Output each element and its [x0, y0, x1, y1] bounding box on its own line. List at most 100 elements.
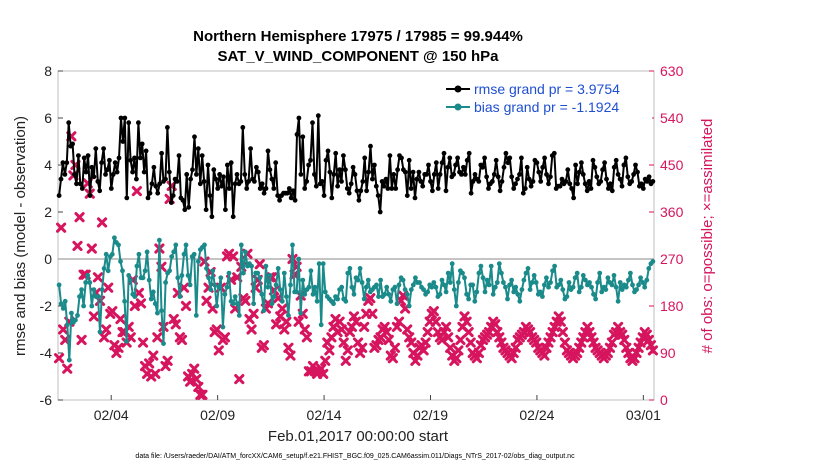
bias-point [638, 275, 643, 281]
rmse-point [579, 160, 584, 166]
rmse-point [350, 164, 356, 170]
bias-point [351, 291, 357, 297]
obs-assimilated-marker [422, 327, 433, 338]
rmse-point [364, 188, 369, 194]
bias-point [212, 282, 218, 288]
bias-point [181, 251, 187, 257]
bias-point [630, 282, 635, 288]
bias-point [517, 298, 523, 304]
bias-point [152, 301, 158, 307]
rmse-point [451, 172, 457, 177]
rmse-point [213, 176, 219, 182]
rmse-point [103, 172, 108, 177]
bias-point [243, 249, 248, 255]
obs-assimilated-marker [99, 332, 110, 343]
rmse-point [89, 164, 95, 170]
rmse-point [476, 179, 482, 184]
rmse-point [621, 162, 627, 168]
obs-assimilated-marker [418, 345, 429, 356]
bias-point [66, 357, 72, 363]
bias-point [218, 275, 224, 281]
rmse-point [484, 174, 489, 180]
rmse-point [87, 193, 93, 199]
rmse-point [435, 186, 441, 191]
rmse-point [439, 160, 445, 166]
bias-point [587, 280, 592, 285]
bias-point [425, 289, 431, 295]
bias-point [347, 266, 353, 271]
bias-point [226, 270, 232, 276]
legend-rmse-label: rmse grand pr = 3.9754 [474, 81, 620, 97]
bias-point [503, 284, 508, 290]
rmse-point [383, 176, 389, 182]
rmse-point [112, 160, 118, 166]
rmse-point [428, 179, 433, 184]
bias-point [146, 277, 152, 283]
rmse-point [207, 193, 213, 199]
bias-point [302, 291, 308, 297]
obs-assimilated-marker [357, 342, 368, 353]
rmse-point [540, 164, 546, 170]
rmse-point [298, 172, 304, 177]
y-axis-ticks: -6 -4 -2 0 2 4 6 8 [40, 63, 63, 408]
bias-point [570, 284, 576, 290]
bias-point [206, 275, 212, 281]
y2-tick-label: 270 [660, 251, 684, 267]
bias-point [103, 251, 109, 257]
rmse-point [468, 190, 474, 196]
bias-point [83, 280, 89, 285]
rmse-point [95, 179, 101, 184]
bias-point [112, 235, 117, 241]
rmse-point [360, 179, 366, 184]
obs-assimilated-marker [228, 251, 239, 262]
rmse-point [472, 172, 478, 177]
obs-assimilated-marker [367, 308, 378, 319]
obs-assimilated-marker [193, 381, 204, 393]
bias-point [58, 301, 64, 307]
bias-point [558, 277, 564, 283]
bias-point [445, 270, 451, 276]
rmse-point [551, 150, 557, 156]
bias-point [140, 275, 146, 281]
obs-assimilated-marker [465, 337, 476, 348]
obs-assimilated-marker [406, 337, 417, 348]
rmse-point [524, 164, 530, 170]
rmse-point [124, 195, 130, 201]
bias-point [210, 268, 216, 274]
bias-point [175, 275, 181, 281]
rmse-point [393, 186, 399, 191]
rmse-point [105, 167, 110, 173]
rmse-point [230, 214, 236, 220]
obs-assimilated-marker [463, 327, 474, 338]
rmse-point [128, 157, 134, 163]
rmse-point [565, 167, 571, 173]
bias-point [447, 280, 453, 285]
x-tick-label: 02/14 [307, 407, 342, 423]
obs-assimilated-marker [619, 334, 630, 346]
rmse-point [580, 172, 586, 177]
obs-assimilated-marker [262, 298, 274, 309]
bias-point [550, 268, 555, 274]
bias-point [345, 270, 351, 276]
rmse-point [199, 153, 205, 159]
rmse-point [577, 169, 582, 175]
rmse-point [490, 179, 495, 184]
bias-point [509, 277, 514, 283]
rmse-point [174, 179, 180, 184]
y2-tick-label: 540 [660, 110, 684, 126]
chart-subtitle: SAT_V_WIND_COMPONENT @ 150 hPa [217, 48, 499, 65]
bias-point [312, 284, 318, 290]
rmse-point [455, 155, 460, 161]
bias-point [433, 284, 439, 290]
bias-point [187, 282, 193, 288]
rmse-point [296, 115, 302, 121]
bias-point [589, 284, 594, 290]
rmse-point [412, 195, 418, 201]
bias-point [388, 298, 394, 304]
bias-point [523, 270, 529, 276]
rmse-point [343, 167, 348, 173]
rmse-point [522, 186, 528, 191]
rmse-point [617, 176, 623, 182]
obs-assimilated-marker [107, 306, 118, 317]
obs-assimilated-marker [62, 363, 73, 374]
